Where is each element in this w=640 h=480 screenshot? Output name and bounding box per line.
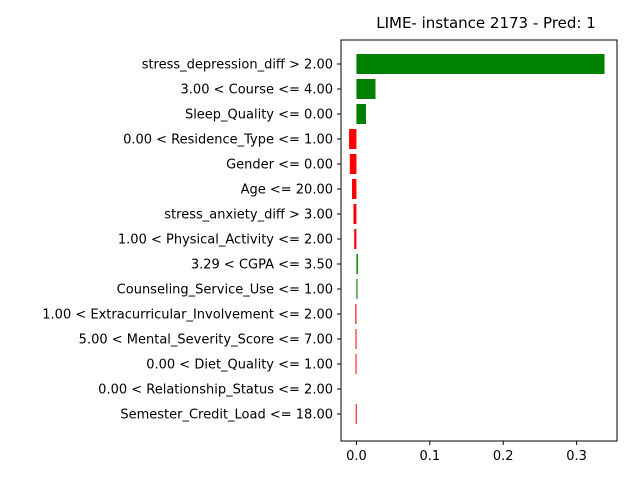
bar [354, 229, 357, 249]
chart-title: LIME- instance 2173 - Pred: 1 [376, 14, 596, 32]
y-tick-label: stress_anxiety_diff > 3.00 [164, 208, 333, 223]
y-tick-label: 3.00 < Course <= 4.00 [181, 83, 333, 98]
y-tick-label: 0.00 < Relationship_Status <= 2.00 [98, 383, 333, 398]
y-tick-label: 5.00 < Mental_Severity_Score <= 7.00 [79, 333, 333, 348]
x-tick-label: 0.2 [493, 449, 514, 464]
bar [355, 304, 357, 324]
x-tick-label: 0.3 [566, 449, 587, 464]
x-tick-label: 0.1 [419, 449, 440, 464]
bar [356, 79, 376, 99]
bars-group [349, 54, 605, 424]
x-tick-label: 0.0 [346, 449, 367, 464]
y-tick-label: stress_depression_diff > 2.00 [142, 58, 333, 73]
y-tick-label: 0.00 < Residence_Type <= 1.00 [123, 133, 333, 148]
plot-frame [340, 39, 618, 442]
y-tick-labels: stress_depression_diff > 2.00 3.00 < Cour… [42, 58, 341, 423]
y-tick-label: Counseling_Service_Use <= 1.00 [117, 283, 333, 298]
y-tick-label: Semester_Credit_Load <= 18.00 [120, 408, 333, 423]
y-tick-label: Gender <= 0.00 [226, 158, 333, 173]
y-tick-label: 1.00 < Extracurricular_Involvement <= 2.… [42, 308, 333, 323]
bar [349, 129, 357, 149]
bar [356, 254, 358, 274]
bar [353, 204, 357, 224]
bar [349, 154, 357, 174]
y-tick-label: Sleep_Quality <= 0.00 [185, 108, 333, 123]
y-tick-label: 1.00 < Physical_Activity <= 2.00 [118, 233, 333, 248]
y-tick-label: 3.29 < CGPA <= 3.50 [191, 258, 333, 273]
bar [356, 104, 366, 124]
x-axis-ticks: 0.0 0.1 0.2 0.3 [346, 441, 587, 464]
bar [355, 329, 357, 349]
bar [352, 179, 357, 199]
y-tick-label: Age <= 20.00 [241, 183, 333, 198]
bar [355, 404, 357, 424]
y-tick-label: 0.00 < Diet_Quality <= 1.00 [146, 358, 333, 373]
bar [356, 54, 605, 74]
bar [355, 354, 357, 374]
bar [356, 279, 358, 299]
